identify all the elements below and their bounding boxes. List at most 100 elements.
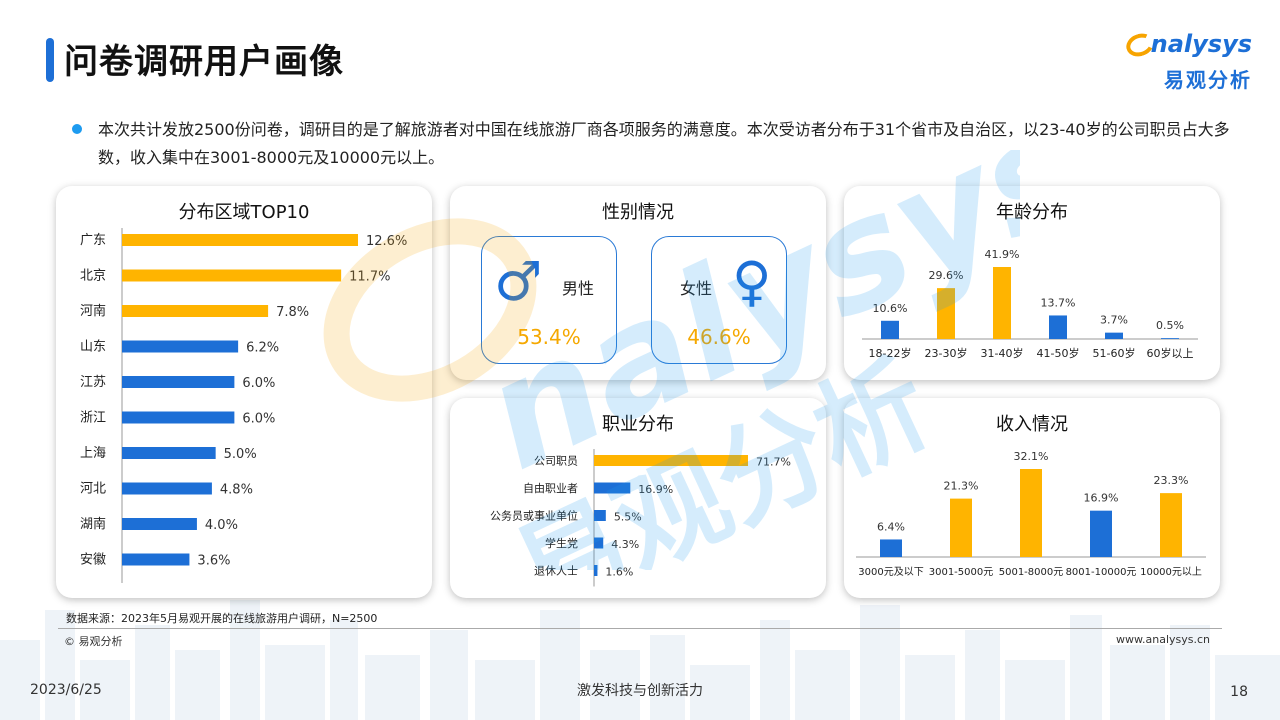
region-chart-title: 分布区域TOP10 xyxy=(178,202,310,223)
region-value-label: 7.8% xyxy=(276,305,309,320)
job-bar xyxy=(594,455,748,466)
region-category-label: 安徽 xyxy=(80,553,106,568)
title-accent-bar xyxy=(46,38,54,82)
income-category-label: 8001-10000元 xyxy=(1066,567,1137,578)
region-value-label: 12.6% xyxy=(366,234,407,249)
copyright-text: © 易观分析 xyxy=(64,635,123,648)
income-value-label: 21.3% xyxy=(944,480,979,493)
report-date: 2023/6/25 xyxy=(30,682,102,698)
job-category-label: 自由职业者 xyxy=(523,481,578,495)
region-bar xyxy=(122,411,235,424)
income-bar-chart: 6.4% 3000元及以下 21.3% 3001-5000元 32.1% 5001-800… xyxy=(856,450,1206,578)
job-value-label: 5.5% xyxy=(614,511,642,524)
region-bar xyxy=(122,305,269,317)
age-bar xyxy=(881,320,899,339)
gender-title: 性别情况 xyxy=(602,202,674,223)
job-value-label: 1.6% xyxy=(605,566,633,579)
age-bar xyxy=(1161,338,1179,339)
job-bar xyxy=(594,482,631,494)
job-value-label: 16.9% xyxy=(638,483,673,496)
region-category-label: 浙江 xyxy=(80,411,106,426)
income-bar xyxy=(1090,510,1112,557)
region-category-label: 河北 xyxy=(80,482,106,497)
income-bar xyxy=(1160,493,1182,557)
job-card: 职业分布 公司职员 71.7% 自由职业者 16.9% 公务员或事业单位 5.5% 学生党 4… xyxy=(450,398,826,598)
age-value-label: 3.7% xyxy=(1100,314,1128,327)
income-value-label: 16.9% xyxy=(1084,492,1119,505)
website-link[interactable]: www.analysys.cn xyxy=(1116,633,1210,646)
job-value-label: 71.7% xyxy=(756,456,791,469)
age-category-label: 51-60岁 xyxy=(1093,346,1136,360)
region-category-label: 江苏 xyxy=(80,374,106,390)
female-box: 女性 ♀ 46.6% xyxy=(651,236,787,364)
region-value-label: 4.0% xyxy=(205,518,238,533)
age-bar xyxy=(937,288,955,339)
intro-paragraph: 本次共计发放2500份问卷，调研目的是了解旅游者对中国在线旅游厂商各项服务的满意… xyxy=(72,116,1232,172)
age-value-label: 29.6% xyxy=(929,269,964,282)
age-category-label: 41-50岁 xyxy=(1037,346,1080,360)
region-bar xyxy=(122,376,235,388)
region-category-label: 北京 xyxy=(80,269,106,284)
job-bar-chart: 公司职员 71.7% 自由职业者 16.9% 公务员或事业单位 5.5% 学生党 4.3% 退休… xyxy=(490,449,791,587)
age-bar xyxy=(993,267,1011,339)
region-bar xyxy=(122,234,358,246)
female-percent: 46.6% xyxy=(687,325,751,349)
income-category-label: 10000元以上 xyxy=(1140,566,1202,578)
region-category-label: 山东 xyxy=(80,340,106,355)
region-value-label: 4.8% xyxy=(220,483,253,498)
income-value-label: 6.4% xyxy=(877,520,905,533)
region-bar xyxy=(122,553,190,566)
income-bar xyxy=(950,498,972,557)
region-value-label: 6.0% xyxy=(242,412,275,427)
income-value-label: 23.3% xyxy=(1154,474,1189,487)
income-value-label: 32.1% xyxy=(1014,450,1049,463)
region-value-label: 6.2% xyxy=(246,341,279,356)
job-category-label: 退休人士 xyxy=(534,565,578,578)
data-source-note: 数据来源：2023年5月易观开展的在线旅游用户调研，N=2500 xyxy=(66,612,378,625)
income-category-label: 3000元及以下 xyxy=(858,566,923,578)
region-category-label: 湖南 xyxy=(80,516,106,532)
age-card: 年龄分布 10.6% 18-22岁 29.6% 23-30岁 41.9% 31-40岁 13… xyxy=(844,186,1220,380)
age-value-label: 0.5% xyxy=(1156,319,1184,332)
age-bar xyxy=(1105,332,1123,339)
region-bar-chart: 广东 12.6% 北京 11.7% 河南 7.8% 山东 6.2% 江苏 6.0% 浙江 6.0% 上海… xyxy=(80,228,407,583)
job-chart-title: 职业分布 xyxy=(602,414,674,435)
region-category-label: 广东 xyxy=(80,233,106,248)
job-bar xyxy=(594,565,598,576)
job-bar xyxy=(594,537,604,549)
income-bar xyxy=(880,539,902,557)
job-value-label: 4.3% xyxy=(611,538,639,551)
bullet-icon xyxy=(72,124,82,134)
age-bar-chart: 10.6% 18-22岁 29.6% 23-30岁 41.9% 31-40岁 13.7% 41… xyxy=(862,248,1198,360)
income-card: 收入情况 6.4% 3000元及以下 21.3% 3001-5000元 32.1% 500… xyxy=(844,398,1220,598)
age-category-label: 31-40岁 xyxy=(981,346,1024,360)
age-chart-title: 年龄分布 xyxy=(996,202,1068,223)
job-category-label: 公务员或事业单位 xyxy=(490,509,578,523)
income-bar xyxy=(1020,469,1042,557)
age-category-label: 18-22岁 xyxy=(869,346,912,360)
region-value-label: 11.7% xyxy=(349,270,390,285)
male-box: ♂ 男性 53.4% xyxy=(481,236,617,364)
region-value-label: 3.6% xyxy=(197,554,230,569)
age-category-label: 23-30岁 xyxy=(925,346,968,360)
male-icon: ♂ xyxy=(494,250,543,313)
page-number: 18 xyxy=(1230,684,1248,700)
region-bar xyxy=(122,269,342,282)
footer-divider xyxy=(58,628,1222,629)
income-category-label: 5001-8000元 xyxy=(999,567,1064,578)
page-title: 问卷调研用户画像 xyxy=(64,42,344,82)
logo-text-cn: 易观分析 xyxy=(1164,68,1252,92)
job-bar xyxy=(594,510,606,521)
female-icon: ♀ xyxy=(732,250,772,313)
region-value-label: 6.0% xyxy=(242,376,275,391)
age-value-label: 13.7% xyxy=(1041,296,1076,309)
age-value-label: 10.6% xyxy=(873,302,908,315)
age-value-label: 41.9% xyxy=(985,248,1020,261)
age-bar xyxy=(1049,315,1067,339)
region-category-label: 河南 xyxy=(80,303,106,319)
gender-card: 性别情况 ♂ 男性 53.4% 女性 ♀ 46.6% xyxy=(450,186,826,380)
job-category-label: 公司职员 xyxy=(534,455,578,468)
male-percent: 53.4% xyxy=(517,325,581,349)
income-chart-title: 收入情况 xyxy=(996,414,1068,435)
region-bar xyxy=(122,447,216,459)
